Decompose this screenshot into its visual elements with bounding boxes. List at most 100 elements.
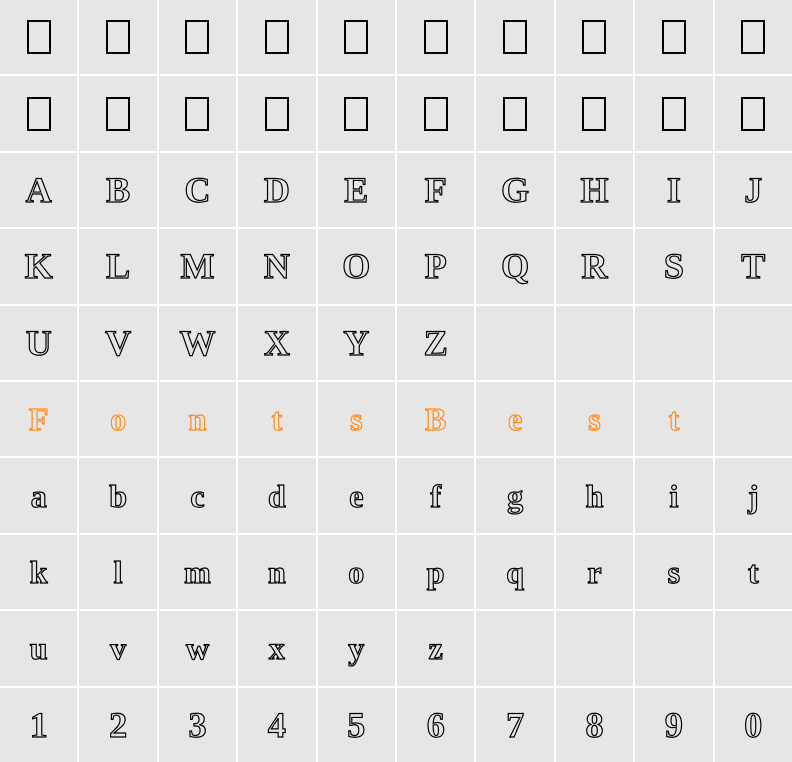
glyph-cell[interactable]: N [238,229,315,303]
glyph-cell[interactable]: x [238,611,315,685]
glyph-cell[interactable]: 8 [556,688,633,762]
glyph-cell[interactable]: k [0,535,77,609]
glyph-cell[interactable]: 5 [318,688,395,762]
glyph-cell[interactable]: j [715,458,792,532]
glyph-cell[interactable] [556,611,633,685]
glyph-cell[interactable]: t [238,382,315,456]
glyph-cell[interactable]: B [79,153,156,227]
glyph-cell[interactable]: n [238,535,315,609]
glyph-cell[interactable]: 6 [397,688,474,762]
glyph-cell[interactable]: O [318,229,395,303]
glyph-cell[interactable]: A [0,153,77,227]
glyph-cell[interactable]: 7 [476,688,553,762]
glyph-cell[interactable]: 2 [79,688,156,762]
glyph-cell[interactable]: J [715,153,792,227]
glyph-cell[interactable]: s [318,382,395,456]
glyph-cell[interactable]: E [318,153,395,227]
glyph-cell[interactable] [0,76,77,150]
glyph-cell[interactable]: o [318,535,395,609]
glyph-cell[interactable] [397,76,474,150]
glyph-cell[interactable]: e [476,382,553,456]
glyph-cell[interactable]: v [79,611,156,685]
glyph-cell[interactable] [397,0,474,74]
glyph-cell[interactable] [318,0,395,74]
glyph-cell[interactable]: W [159,306,236,380]
glyph-cell[interactable]: w [159,611,236,685]
glyph-cell[interactable]: t [635,382,712,456]
glyph-cell[interactable] [476,306,553,380]
glyph-cell[interactable]: s [556,382,633,456]
glyph-cell[interactable]: a [0,458,77,532]
glyph-cell[interactable]: 9 [635,688,712,762]
glyph-cell[interactable]: D [238,153,315,227]
glyph-cell[interactable]: S [635,229,712,303]
glyph-cell[interactable] [635,76,712,150]
glyph-cell[interactable]: K [0,229,77,303]
glyph-cell[interactable]: y [318,611,395,685]
glyph-cell[interactable]: p [397,535,474,609]
glyph-cell[interactable]: R [556,229,633,303]
glyph-cell[interactable]: Y [318,306,395,380]
glyph-cell[interactable] [476,0,553,74]
glyph-cell[interactable] [238,0,315,74]
glyph-cell[interactable]: o [79,382,156,456]
glyph-cell[interactable]: L [79,229,156,303]
glyph-cell[interactable] [476,76,553,150]
glyph-cell[interactable]: t [715,535,792,609]
glyph-cell[interactable] [0,0,77,74]
glyph-cell[interactable]: C [159,153,236,227]
glyph-cell[interactable]: g [476,458,553,532]
glyph-cell[interactable]: I [635,153,712,227]
glyph-cell[interactable] [715,306,792,380]
glyph-cell[interactable]: Z [397,306,474,380]
glyph-cell[interactable]: r [556,535,633,609]
glyph-cell[interactable]: 0 [715,688,792,762]
glyph-cell[interactable] [476,611,553,685]
glyph-cell[interactable]: X [238,306,315,380]
glyph-cell[interactable]: M [159,229,236,303]
glyph-cell[interactable]: u [0,611,77,685]
glyph-cell[interactable]: d [238,458,315,532]
glyph-cell[interactable]: F [0,382,77,456]
glyph-cell[interactable]: U [0,306,77,380]
glyph-cell[interactable] [79,0,156,74]
glyph-cell[interactable] [556,76,633,150]
glyph-cell[interactable]: q [476,535,553,609]
glyph-cell[interactable]: Q [476,229,553,303]
glyph-cell[interactable] [159,76,236,150]
glyph-cell[interactable] [238,76,315,150]
glyph-cell[interactable]: 3 [159,688,236,762]
glyph-cell[interactable] [635,0,712,74]
glyph-cell[interactable] [556,306,633,380]
glyph-cell[interactable]: m [159,535,236,609]
glyph-cell[interactable]: 1 [0,688,77,762]
glyph-cell[interactable]: b [79,458,156,532]
glyph-cell[interactable]: l [79,535,156,609]
glyph-cell[interactable] [556,0,633,74]
glyph-cell[interactable] [635,306,712,380]
glyph-cell[interactable] [318,76,395,150]
glyph-cell[interactable]: P [397,229,474,303]
glyph-cell[interactable] [715,611,792,685]
glyph-cell[interactable] [159,0,236,74]
glyph-cell[interactable]: H [556,153,633,227]
glyph-cell[interactable]: n [159,382,236,456]
glyph-cell[interactable]: V [79,306,156,380]
glyph-cell[interactable]: T [715,229,792,303]
glyph-cell[interactable]: i [635,458,712,532]
glyph-cell[interactable] [79,76,156,150]
glyph-cell[interactable] [635,611,712,685]
glyph-cell[interactable]: h [556,458,633,532]
glyph-cell[interactable]: B [397,382,474,456]
glyph-cell[interactable]: f [397,458,474,532]
glyph-cell[interactable]: G [476,153,553,227]
glyph-cell[interactable]: z [397,611,474,685]
glyph-cell[interactable]: c [159,458,236,532]
glyph-cell[interactable] [715,382,792,456]
glyph-cell[interactable] [715,0,792,74]
glyph-cell[interactable]: s [635,535,712,609]
glyph-cell[interactable] [715,76,792,150]
glyph-cell[interactable]: e [318,458,395,532]
glyph-cell[interactable]: 4 [238,688,315,762]
glyph-cell[interactable]: F [397,153,474,227]
